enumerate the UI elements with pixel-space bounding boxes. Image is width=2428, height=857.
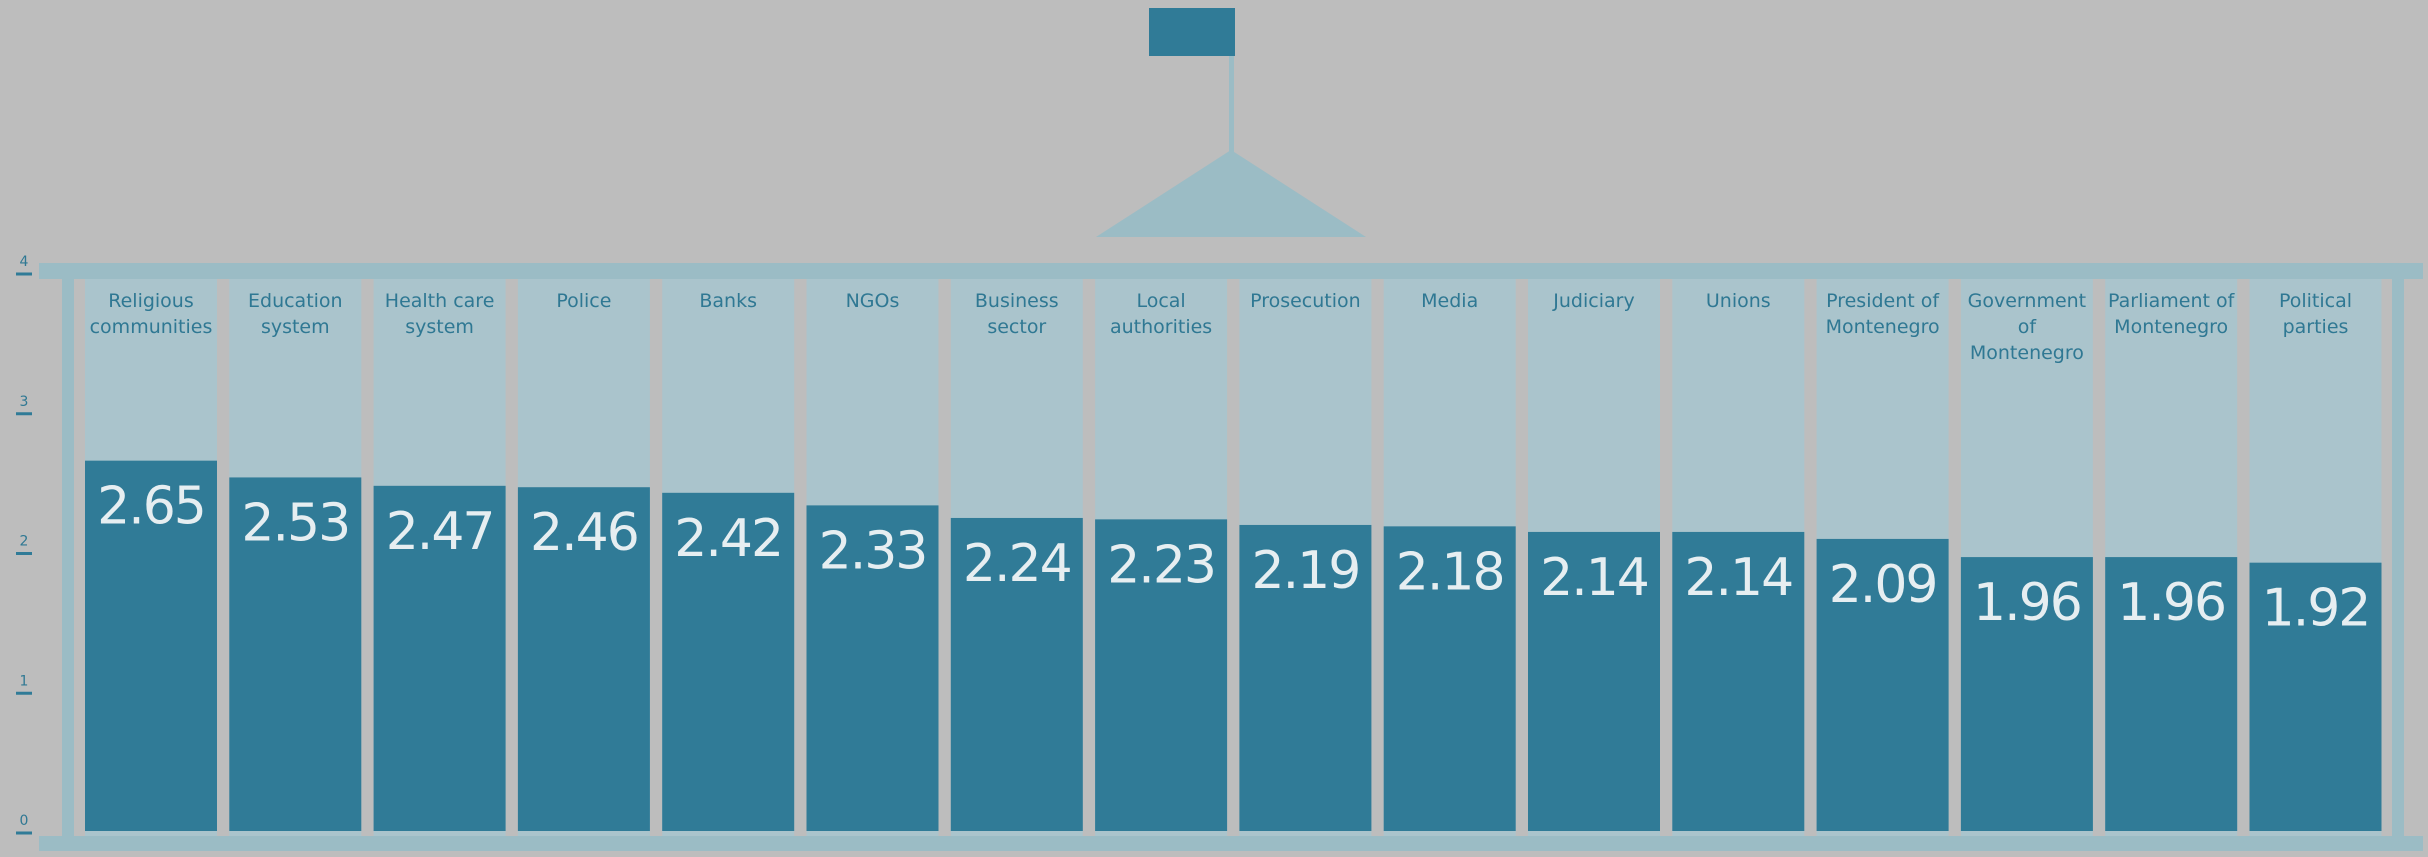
flag [1149, 8, 1235, 56]
left-pillar [62, 279, 74, 836]
right-pillar [2392, 279, 2404, 836]
category-label: NGOs [805, 288, 941, 314]
category-label: Prosecution [1237, 288, 1373, 314]
value-label: 1.96 [1973, 573, 2081, 633]
y-tick-label: 2 [20, 534, 29, 550]
category-label: Police [516, 288, 652, 314]
category-label: Political parties [2248, 288, 2384, 340]
value-label: 2.18 [1396, 542, 1504, 602]
category-label: Judiciary [1526, 288, 1662, 314]
category-label: Unions [1670, 288, 1806, 314]
category-label: President of Montenegro [1815, 288, 1951, 340]
flag-pole [1229, 56, 1234, 152]
category-label: Government of Montenegro [1959, 288, 2095, 366]
y-tick-label: 4 [20, 254, 29, 270]
category-label: Banks [660, 288, 796, 314]
value-label: 2.14 [1540, 548, 1648, 608]
value-label: 2.23 [1107, 535, 1215, 595]
value-label: 2.53 [241, 493, 349, 553]
value-label: 2.09 [1829, 555, 1937, 615]
category-label: Local authorities [1093, 288, 1229, 340]
chart-svg: 0 1 2 3 4 2.65 2.53 2.47 2.46 2.42 2.33 2.24 2.23 2.1… [0, 0, 2428, 857]
value-label: 2.47 [386, 502, 494, 562]
category-label: Religious communities [83, 288, 219, 340]
category-label: Media [1382, 288, 1518, 314]
y-tick-label: 1 [20, 673, 29, 689]
value-label: 1.96 [2117, 573, 2225, 633]
roof [1096, 150, 1366, 237]
value-label: 2.19 [1252, 541, 1360, 601]
value-label: 2.33 [819, 521, 927, 581]
chart: 0 1 2 3 4 2.65 2.53 2.47 2.46 2.42 2.33 2.24 2.23 2.1… [0, 0, 2428, 857]
y-tick-label: 0 [20, 813, 29, 829]
floor-beam [39, 836, 2423, 851]
value-label: 2.42 [674, 509, 782, 569]
value-label: 2.65 [97, 477, 205, 537]
category-label: Business sector [949, 288, 1085, 340]
category-label: Parliament of Montenegro [2103, 288, 2239, 340]
value-label: 2.14 [1684, 548, 1792, 608]
category-label: Education system [227, 288, 363, 340]
roof-beam [39, 263, 2423, 279]
value-label: 2.24 [963, 534, 1071, 594]
value-label: 2.46 [530, 503, 638, 563]
category-label: Health care system [372, 288, 508, 340]
y-tick-label: 3 [20, 394, 29, 410]
value-label: 1.92 [2262, 579, 2370, 639]
